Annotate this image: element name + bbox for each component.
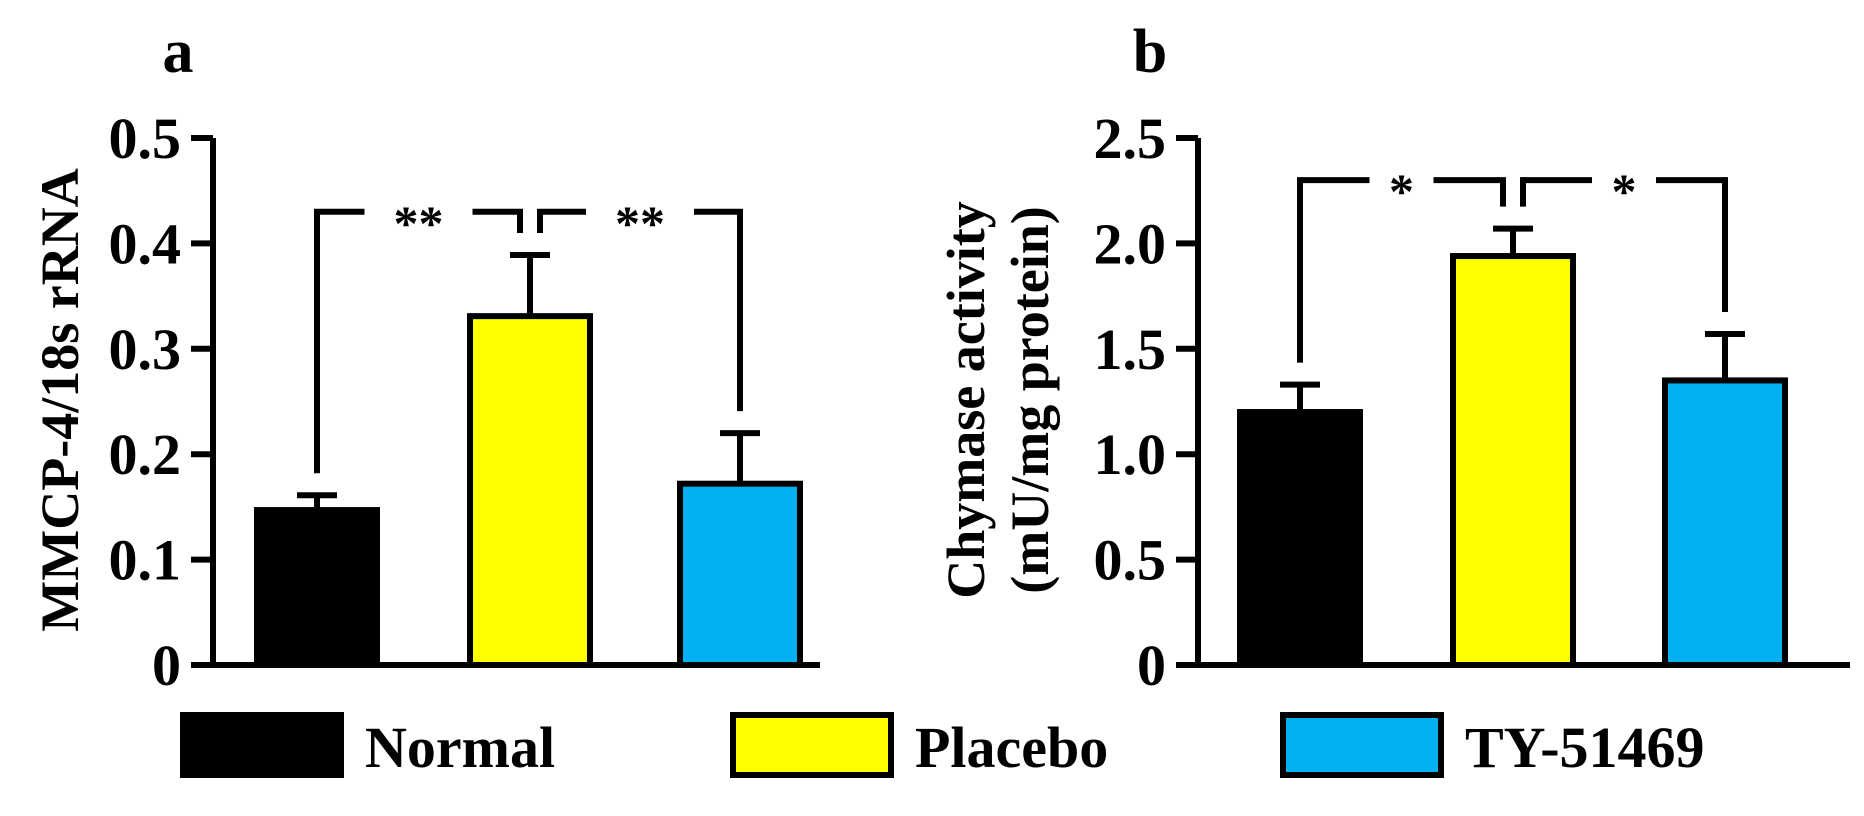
panel-a-bar-ty-51469 xyxy=(677,480,803,668)
panel-a-ytick-label: 0 xyxy=(152,633,181,698)
legend-label-1: Placebo xyxy=(915,715,1108,780)
panel-b-ytick-label: 2.5 xyxy=(1094,106,1167,171)
legend-swatch-2 xyxy=(1280,712,1444,778)
panel-b-ytick-label: 0.5 xyxy=(1094,528,1167,593)
panel-a-ylabel-group: MMCP-4/18s rRNA xyxy=(30,168,90,631)
panel-b-significance-bracket-1 xyxy=(1520,177,1728,313)
legend-swatch-0 xyxy=(180,712,344,778)
panel-a-bar-normal xyxy=(254,507,380,669)
panel-b-bar-normal xyxy=(1237,409,1363,669)
panel-b-ylabel-line-0: Chymase activity xyxy=(936,201,996,598)
panel-a-ytick-label: 0.4 xyxy=(109,211,182,276)
panel-a-chart: a MMCP-4/18s rRNA 0 0.1 0.2 0.3 0.4 0.5 ** ** xyxy=(30,18,820,698)
panel-a-significance-bracket-1 xyxy=(537,208,743,412)
legend-swatch-1 xyxy=(730,712,894,778)
panel-b-bar-placebo xyxy=(1450,253,1576,668)
panel-b-significance-label-0: * xyxy=(1389,163,1414,219)
panel-b-ytick-label: 1.5 xyxy=(1094,317,1167,382)
panel-b-ytick-label: 1.0 xyxy=(1094,422,1167,487)
legend-label-2: TY-51469 xyxy=(1465,715,1705,780)
panel-a-significance-bracket-0 xyxy=(314,208,523,474)
panel-a-significance-label-0: ** xyxy=(394,195,444,251)
panel-a-ytick-label: 0.5 xyxy=(109,106,182,171)
panel-a-bar-placebo xyxy=(467,313,593,668)
panel-a-label: a xyxy=(163,18,194,86)
panel-b-bar-ty-51469 xyxy=(1662,377,1788,668)
panel-b-label: b xyxy=(1133,18,1167,86)
panel-b-chart: b Chymase activity (mU/mg protein) 0 0.5 1.0 1… xyxy=(936,18,1850,698)
panel-a-ytick-label: 0.2 xyxy=(109,422,182,487)
panel-b-significance-bracket-0 xyxy=(1297,177,1506,363)
panel-b-significance-label-1: * xyxy=(1612,163,1637,219)
panel-b-ytick-label: 0 xyxy=(1137,633,1166,698)
legend-label-0: Normal xyxy=(365,715,555,780)
panel-a-ytick-label: 0.1 xyxy=(109,528,182,593)
panel-b-ytick-label: 2.0 xyxy=(1094,211,1167,276)
legend: Normal Placebo TY-51469 xyxy=(180,712,1705,780)
panel-b-ylabel-line-1: (mU/mg protein) xyxy=(1000,206,1060,593)
panel-a-significance-label-1: ** xyxy=(615,195,665,251)
panel-a-ylabel-line-0: MMCP-4/18s rRNA xyxy=(30,168,90,631)
panel-a-ytick-label: 0.3 xyxy=(109,317,182,382)
panel-b-ylabel-group: Chymase activity (mU/mg protein) xyxy=(936,201,1060,598)
